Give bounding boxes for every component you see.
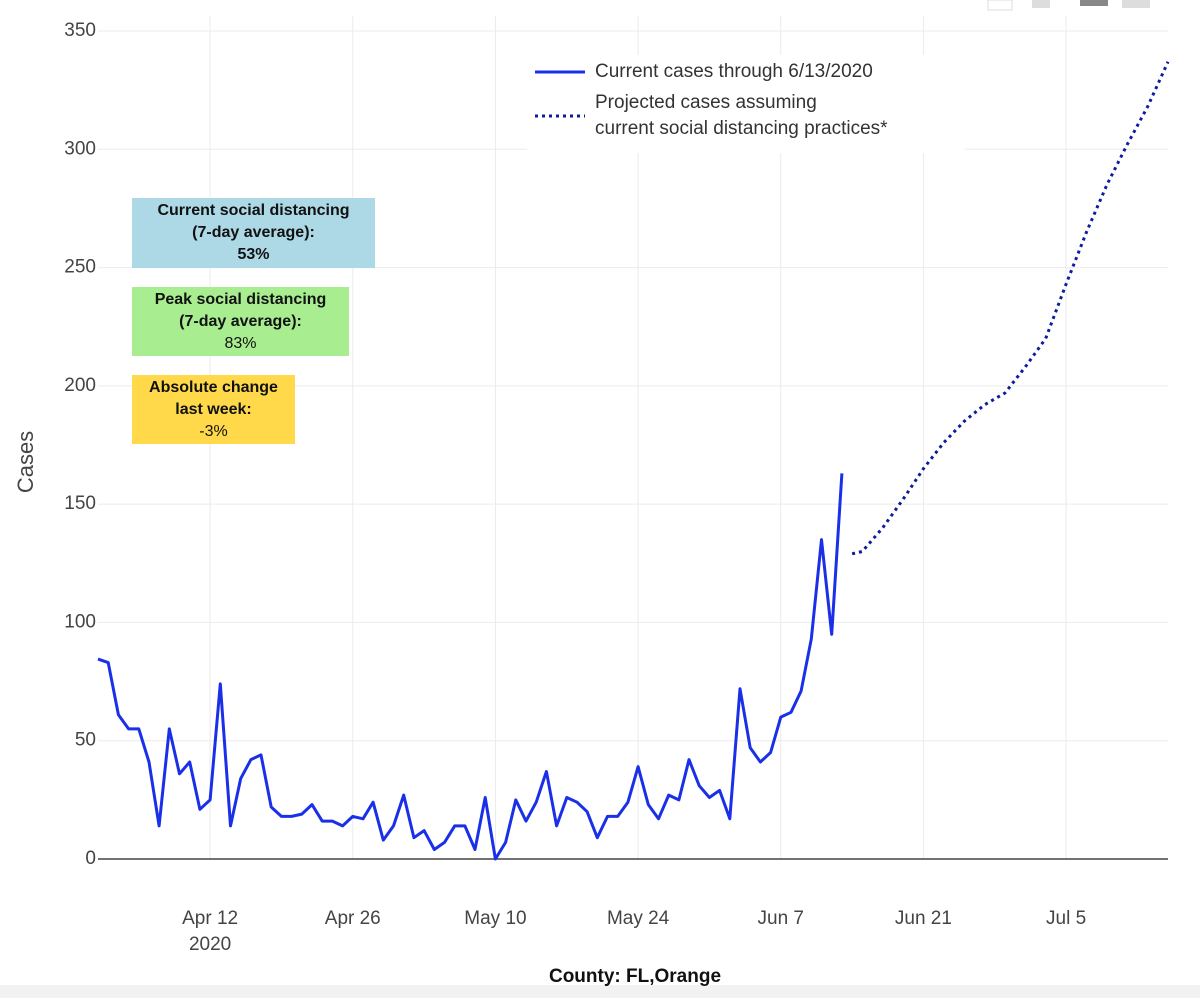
annotation-text: Peak social distancing	[155, 291, 327, 308]
legend-label: Current cases through 6/13/2020	[595, 61, 873, 82]
annotation-text: 53%	[237, 246, 269, 263]
toolbar-home-icon[interactable]	[1032, 0, 1050, 8]
bottom-strip	[0, 985, 1200, 998]
y-axis-title: Cases	[13, 431, 38, 493]
x-tick-label: Apr 26	[325, 908, 381, 929]
y-tick-label: 150	[64, 493, 96, 514]
x-tick-label: May 24	[607, 908, 670, 929]
x-tick-label: Jun 7	[758, 908, 804, 929]
annotation-text: (7-day average):	[192, 224, 315, 241]
y-tick-label: 300	[64, 138, 96, 159]
y-tick-label: 250	[64, 257, 96, 278]
annotation-text: Absolute change	[149, 379, 278, 396]
annotation-box	[132, 287, 349, 356]
toolbar-zoom-icon[interactable]	[987, 0, 1013, 11]
toolbar	[987, 0, 1150, 11]
x-tick-label: Apr 12 2020	[182, 908, 238, 955]
y-tick-label: 350	[64, 20, 96, 41]
legend: Current cases through 6/13/2020 Projected…	[527, 55, 965, 153]
series-line	[97, 473, 844, 861]
y-tick-label: 0	[85, 848, 96, 869]
annotation-text: -3%	[199, 423, 227, 440]
annotation-text: last week:	[175, 401, 251, 418]
legend-background	[527, 55, 965, 153]
annotation-box	[132, 375, 295, 444]
toolbar-compare-icon[interactable]	[1122, 0, 1150, 8]
annotation-text: (7-day average):	[179, 313, 302, 330]
y-tick-label: 50	[75, 730, 96, 751]
annotation-text: 83%	[224, 335, 256, 352]
legend-label: Projected cases assuming current social d…	[595, 92, 888, 139]
y-tick-label: 200	[64, 375, 96, 396]
annotation-text: Current social distancing	[157, 202, 349, 219]
x-tick-label: Jun 21	[895, 908, 952, 929]
y-tick-label: 100	[64, 611, 96, 632]
toolbar-spike-icon[interactable]	[1080, 0, 1108, 6]
x-tick-label: May 10	[464, 908, 526, 929]
series-line	[851, 61, 1170, 556]
x-axis-title: County: FL,Orange	[549, 966, 721, 987]
x-tick-label: Jul 5	[1046, 908, 1086, 929]
annotation-box	[132, 198, 375, 268]
